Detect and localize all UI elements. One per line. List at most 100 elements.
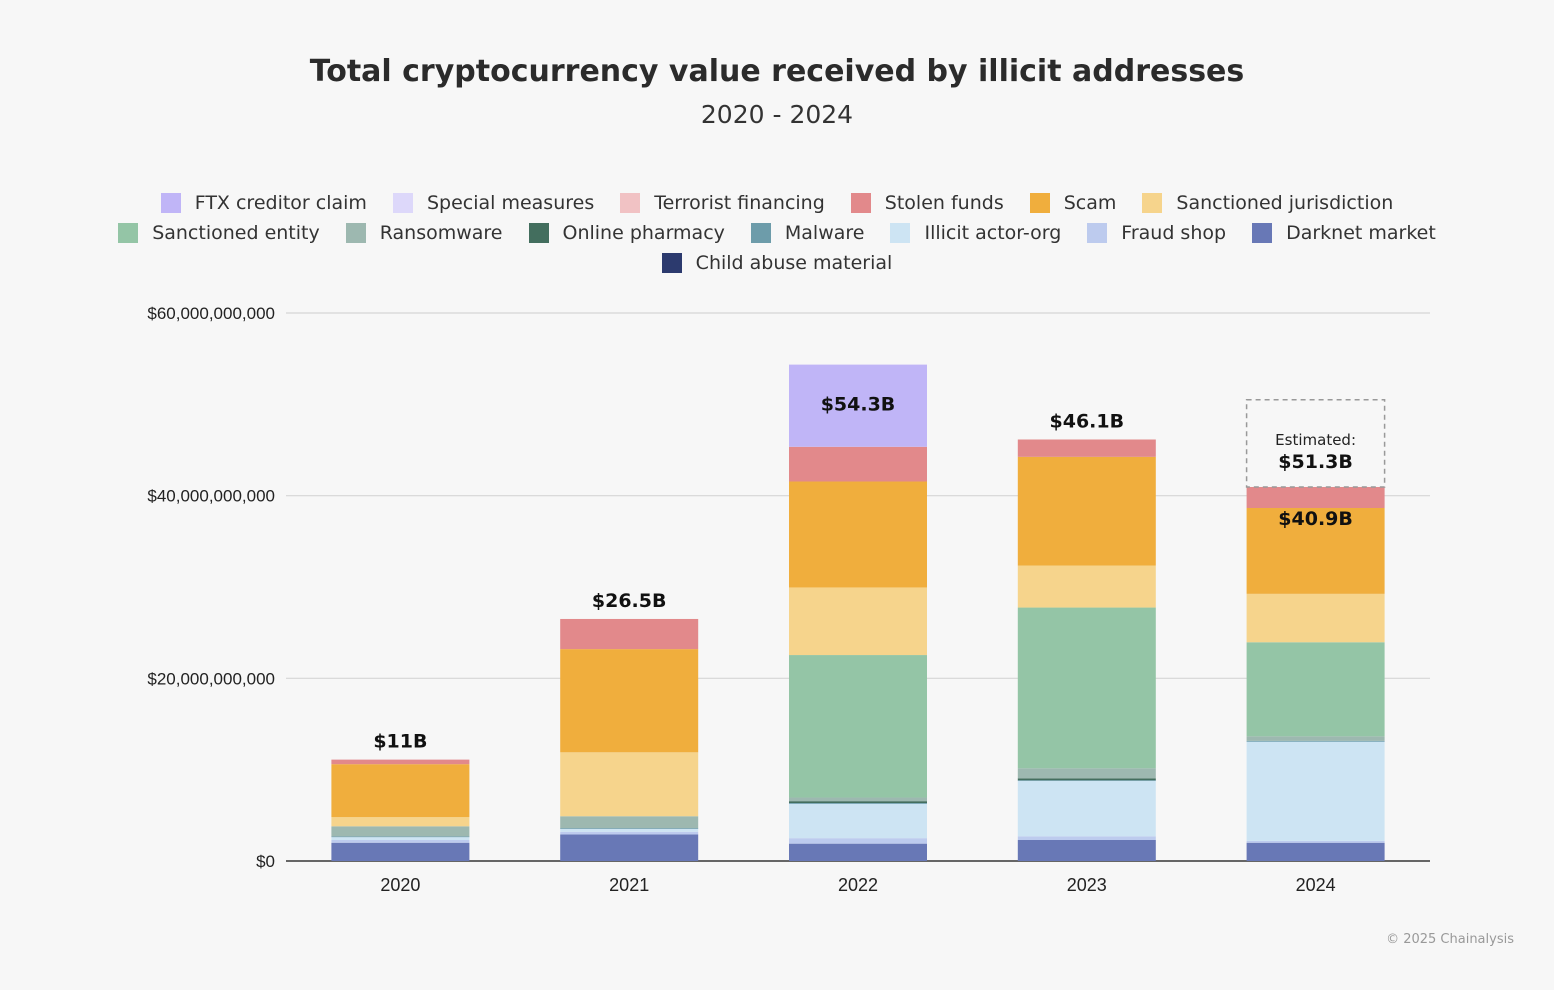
bar-segment: [789, 803, 927, 804]
x-tick-label: 2022: [838, 875, 878, 895]
data-label: $46.1B: [1050, 410, 1125, 432]
copyright-credit: © 2025 Chainalysis: [1386, 932, 1514, 947]
bar-segment: [789, 446, 927, 482]
legend-item: FTX creditor claim: [160, 192, 367, 214]
legend-swatch: [750, 223, 771, 243]
data-label: $11B: [373, 731, 427, 753]
legend-label: Malware: [784, 222, 865, 244]
legend-swatch: [890, 223, 911, 243]
legend-swatch: [620, 193, 641, 213]
bar-segment: [1246, 741, 1385, 841]
legend-swatch: [392, 193, 413, 213]
chart-subtitle: 2020 - 2024: [700, 100, 854, 129]
legend-label: Online pharmacy: [562, 222, 725, 244]
y-tick-label: $0: [256, 852, 275, 871]
bar-segment: [331, 764, 470, 818]
legend-label: Child abuse material: [695, 252, 893, 274]
legend-label: Fraud shop: [1121, 222, 1227, 244]
bar-segment: [331, 842, 470, 861]
legend-item: Special measures: [392, 192, 595, 214]
bar-segment: [1246, 642, 1385, 737]
legend-swatch: [118, 223, 139, 243]
legend-swatch: [1142, 193, 1163, 213]
legend-label: Ransomware: [379, 222, 503, 244]
legend-swatch: [528, 223, 549, 243]
bar-segment: [331, 839, 470, 843]
bar-segment: [331, 836, 470, 838]
bar-segment: [1017, 836, 1156, 840]
legend-item: Malware: [750, 222, 865, 244]
legend-item: Online pharmacy: [528, 222, 725, 244]
legend-label: Special measures: [426, 192, 595, 214]
legend-swatch: [850, 193, 871, 213]
legend-item: Scam: [1029, 192, 1117, 214]
bar-segment: [560, 828, 699, 829]
data-label: $26.5B: [592, 590, 667, 612]
estimate-box: [1245, 399, 1386, 488]
legend: FTX creditor claim Special measures Terror…: [0, 188, 1554, 278]
data-label: $40.9B: [1278, 508, 1353, 530]
bar-segment: [331, 826, 470, 837]
legend-item: Darknet market: [1252, 222, 1436, 244]
data-label: $54.3B: [821, 394, 896, 416]
bar-segment: [331, 836, 470, 840]
bar-segment: [560, 828, 699, 832]
bar-segment: [560, 752, 699, 817]
bar-segment: [1017, 778, 1156, 781]
bar-segment: [1017, 565, 1156, 608]
bar-segment: [789, 364, 927, 447]
bar-segment: [1017, 780, 1156, 837]
legend-swatch: [1252, 223, 1273, 243]
y-tick-label: $20,000,000,000: [147, 669, 275, 688]
legend-label: Illicit actor-org: [924, 222, 1062, 244]
bar-segment: [1246, 593, 1385, 643]
legend-item: Fraud shop: [1087, 222, 1226, 244]
y-tick-label: $60,000,000,000: [147, 304, 275, 323]
legend-label: Sanctioned entity: [152, 222, 320, 244]
bar-segment: [1017, 456, 1156, 566]
bar-segment: [560, 834, 699, 861]
legend-label: Darknet market: [1286, 222, 1436, 244]
bar-segment: [789, 801, 927, 804]
x-tick-label: 2021: [609, 875, 649, 895]
bar-segment: [789, 481, 927, 588]
bar-segment: [560, 618, 699, 650]
legend-item: Sanctioned entity: [118, 222, 320, 244]
legend-swatch: [661, 253, 682, 273]
chart-title: Total cryptocurrency value received by i…: [309, 54, 1245, 89]
bar-segment: [1246, 486, 1385, 508]
legend-row: Child abuse material: [0, 248, 1554, 278]
legend-swatch: [345, 223, 366, 243]
bar-segment: [331, 817, 470, 827]
bar-segment: [1246, 507, 1385, 594]
legend-swatch: [1029, 193, 1050, 213]
legend-item: Sanctioned jurisdiction: [1142, 192, 1393, 214]
bar-segment: [789, 838, 927, 844]
bar-segment: [1017, 780, 1156, 781]
estimate-label: Estimated:: [1275, 431, 1356, 449]
bar-segment: [560, 649, 699, 753]
bar-segment: [331, 759, 470, 765]
bar-segment: [789, 843, 927, 861]
legend-item: Ransomware: [345, 222, 503, 244]
bar-segment: [1017, 768, 1156, 779]
legend-swatch: [160, 193, 181, 213]
bar-segment: [1017, 439, 1156, 457]
bar-segment: [789, 587, 927, 656]
legend-label: Scam: [1063, 192, 1117, 214]
legend-row: FTX creditor claim Special measures Terror…: [0, 188, 1554, 218]
bar-segment: [560, 831, 699, 835]
x-tick-label: 2024: [1296, 875, 1336, 895]
legend-item: Terrorist financing: [620, 192, 825, 214]
legend-label: Terrorist financing: [654, 192, 825, 214]
bar-segment: [1017, 607, 1156, 769]
x-tick-label: 2023: [1067, 875, 1107, 895]
bar-segment: [789, 655, 927, 798]
bar-segment: [560, 816, 699, 829]
x-tick-label: 2020: [380, 875, 420, 895]
bar-segment: [1246, 740, 1385, 742]
bar-segment: [789, 797, 927, 802]
bar-segment: [1246, 842, 1385, 861]
legend-swatch: [1087, 223, 1108, 243]
